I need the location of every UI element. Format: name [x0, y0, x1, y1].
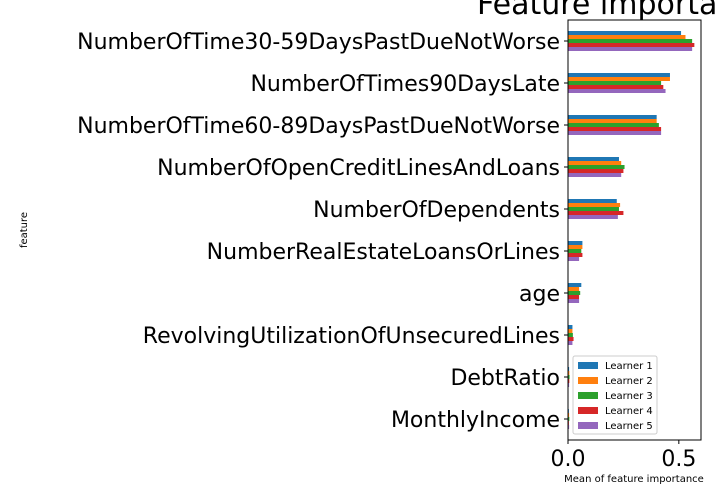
- legend-label: Learner 4: [605, 406, 653, 417]
- category-label: NumberOfTime60-89DaysPastDueNotWorse: [77, 114, 560, 139]
- bar: [568, 299, 580, 303]
- bar: [568, 413, 570, 417]
- legend-label: Learner 1: [605, 361, 653, 372]
- bar: [568, 73, 670, 77]
- bar: [568, 425, 570, 429]
- category-label: NumberOfDependents: [313, 198, 560, 223]
- y-axis-label: feature: [19, 212, 30, 248]
- x-tick-label: 0.5: [661, 447, 696, 472]
- legend: Learner 1 Learner 2 Learner 3 Learner 4 Lear…: [572, 355, 658, 435]
- bar: [568, 207, 619, 211]
- bar: [568, 249, 582, 253]
- category-label: NumberOfTime30-59DaysPastDueNotWorse: [77, 30, 560, 55]
- bar: [568, 325, 573, 329]
- bar: [568, 253, 583, 257]
- bar: [568, 337, 574, 341]
- legend-box: [572, 355, 658, 435]
- bar: [568, 341, 573, 345]
- bar: [568, 371, 570, 375]
- legend-swatch: [578, 362, 598, 369]
- bar: [568, 173, 622, 177]
- bar: [568, 283, 582, 287]
- bar: [568, 127, 662, 131]
- bar: [568, 119, 657, 123]
- legend-swatch: [578, 422, 598, 429]
- legend-swatch: [578, 407, 598, 414]
- bar: [568, 165, 625, 169]
- bar: [568, 157, 619, 161]
- bar: [568, 291, 581, 295]
- bar: [568, 43, 695, 47]
- bar: [568, 115, 657, 119]
- bar: [568, 333, 573, 337]
- bar: [568, 417, 570, 421]
- bar: [568, 287, 580, 291]
- bar: [568, 245, 583, 249]
- legend-label: Learner 2: [605, 376, 653, 387]
- category-label: NumberRealEstateLoansOrLines: [207, 240, 560, 265]
- bar: [568, 215, 618, 219]
- category-label: age: [519, 282, 560, 307]
- bar: [568, 35, 686, 39]
- category-label: DebtRatio: [450, 366, 560, 391]
- bar: [568, 85, 664, 89]
- bar: [568, 379, 570, 383]
- bar: [568, 375, 570, 379]
- bar: [568, 131, 662, 135]
- bar: [568, 199, 617, 203]
- bar: [568, 77, 670, 81]
- category-label: NumberOfTimes90DaysLate: [250, 72, 560, 97]
- bar: [568, 81, 662, 85]
- x-tick-label: 0.0: [551, 447, 586, 472]
- legend-label: Learner 3: [605, 391, 653, 402]
- bar: [568, 295, 580, 299]
- bar: [568, 161, 622, 165]
- legend-swatch: [578, 377, 598, 384]
- category-label: MonthlyIncome: [391, 408, 560, 433]
- bar: [568, 31, 682, 35]
- legend-label: Learner 5: [605, 421, 653, 432]
- bar: [568, 203, 621, 207]
- bars-group: [568, 31, 695, 429]
- bar: [568, 241, 583, 245]
- legend-swatch: [578, 392, 598, 399]
- bar: [568, 211, 624, 215]
- category-label: NumberOfOpenCreditLinesAndLoans: [157, 156, 560, 181]
- bar: [568, 383, 570, 387]
- bar: [568, 123, 659, 127]
- bar: [568, 39, 693, 43]
- bar: [568, 367, 570, 371]
- plot-frame: [567, 19, 702, 441]
- bar: [568, 89, 666, 93]
- bar: [568, 329, 573, 333]
- category-label: RevolvingUtilizationOfUnsecuredLines: [143, 324, 560, 349]
- bar: [568, 257, 580, 261]
- x-axis-ticks: 0.0 0.5: [551, 440, 696, 472]
- category-labels: NumberOfTime30-59DaysPastDueNotWorse Numb…: [77, 30, 568, 433]
- x-axis-label: Mean of feature importance: [564, 474, 704, 485]
- bar: [568, 169, 624, 173]
- chart-title: Feature importa: [477, 0, 717, 22]
- bar: [568, 47, 693, 51]
